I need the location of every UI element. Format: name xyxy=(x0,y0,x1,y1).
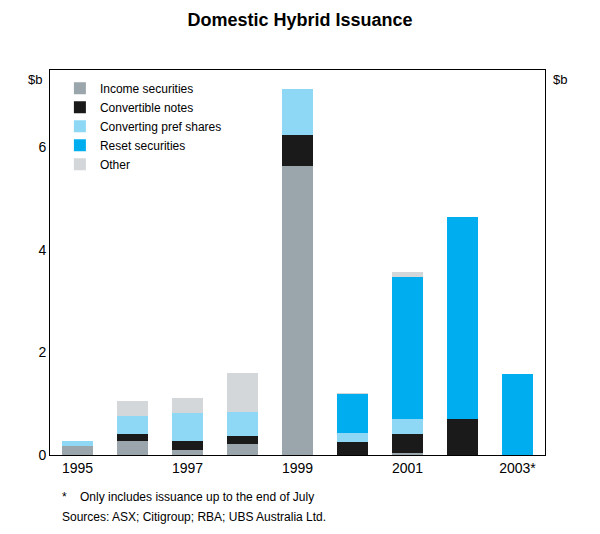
svg-text:Income securities: Income securities xyxy=(100,82,193,96)
svg-text:2001: 2001 xyxy=(392,460,423,476)
svg-text:2: 2 xyxy=(38,344,46,360)
svg-text:Sources: ASX; Citigroup; RBA;: Sources: ASX; Citigroup; RBA; UBS Austra… xyxy=(62,510,326,524)
svg-text:$b: $b xyxy=(28,72,42,87)
svg-text:6: 6 xyxy=(38,139,46,155)
svg-text:1995: 1995 xyxy=(62,460,93,476)
svg-text:* Only includes issuance up: * Only includes issuance up to the end o… xyxy=(62,490,314,504)
svg-text:Converting pref shares: Converting pref shares xyxy=(100,120,221,134)
svg-text:4: 4 xyxy=(38,242,46,258)
svg-text:Other: Other xyxy=(100,158,130,172)
svg-text:Reset securities: Reset securities xyxy=(100,139,185,153)
svg-text:0: 0 xyxy=(38,447,46,463)
svg-text:$b: $b xyxy=(553,72,567,87)
svg-text:2003*: 2003* xyxy=(499,460,536,476)
svg-text:Domestic Hybrid Issuance: Domestic Hybrid Issuance xyxy=(187,10,412,30)
svg-text:1999: 1999 xyxy=(282,460,313,476)
svg-text:Convertible notes: Convertible notes xyxy=(100,101,193,115)
svg-text:1997: 1997 xyxy=(172,460,203,476)
